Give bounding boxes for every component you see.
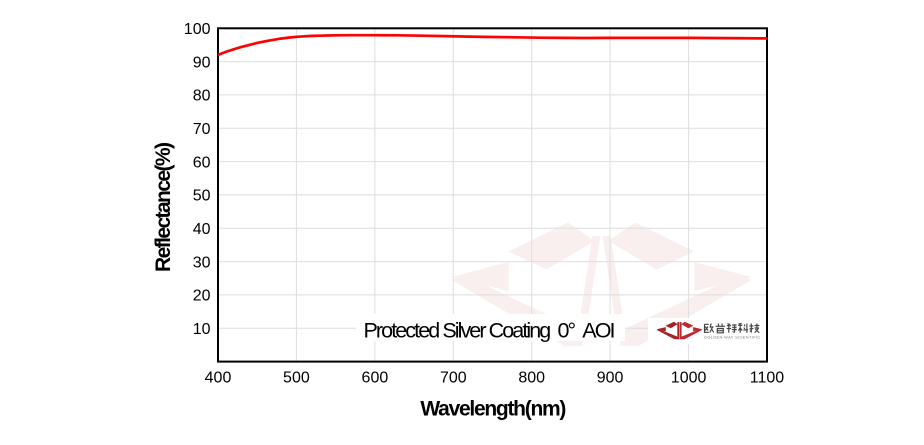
svg-text:10: 10: [193, 321, 211, 338]
svg-text:80: 80: [193, 88, 211, 105]
svg-text:800: 800: [518, 370, 545, 387]
svg-text:400: 400: [205, 370, 232, 387]
svg-text:70: 70: [193, 121, 211, 138]
svg-text:30: 30: [193, 254, 211, 271]
svg-text:Protected Silver Coating 0°: Protected Silver Coating 0° AOI: [364, 319, 616, 343]
svg-text:40: 40: [193, 221, 211, 238]
svg-text:GOLDEN WAY SCIENTIFIC: GOLDEN WAY SCIENTIFIC: [704, 336, 760, 340]
svg-text:900: 900: [597, 370, 624, 387]
svg-text:700: 700: [440, 370, 467, 387]
svg-text:100: 100: [184, 21, 211, 38]
svg-text:Reflectance(%): Reflectance(%): [152, 142, 175, 272]
svg-text:50: 50: [193, 188, 211, 205]
svg-text:600: 600: [362, 370, 389, 387]
svg-text:90: 90: [193, 54, 211, 71]
svg-text:60: 60: [193, 154, 211, 171]
svg-text:1100: 1100: [750, 370, 785, 387]
svg-text:500: 500: [283, 370, 310, 387]
svg-text:20: 20: [193, 288, 211, 305]
svg-text:Wavelength(nm): Wavelength(nm): [420, 398, 566, 421]
svg-text:1000: 1000: [671, 370, 707, 387]
